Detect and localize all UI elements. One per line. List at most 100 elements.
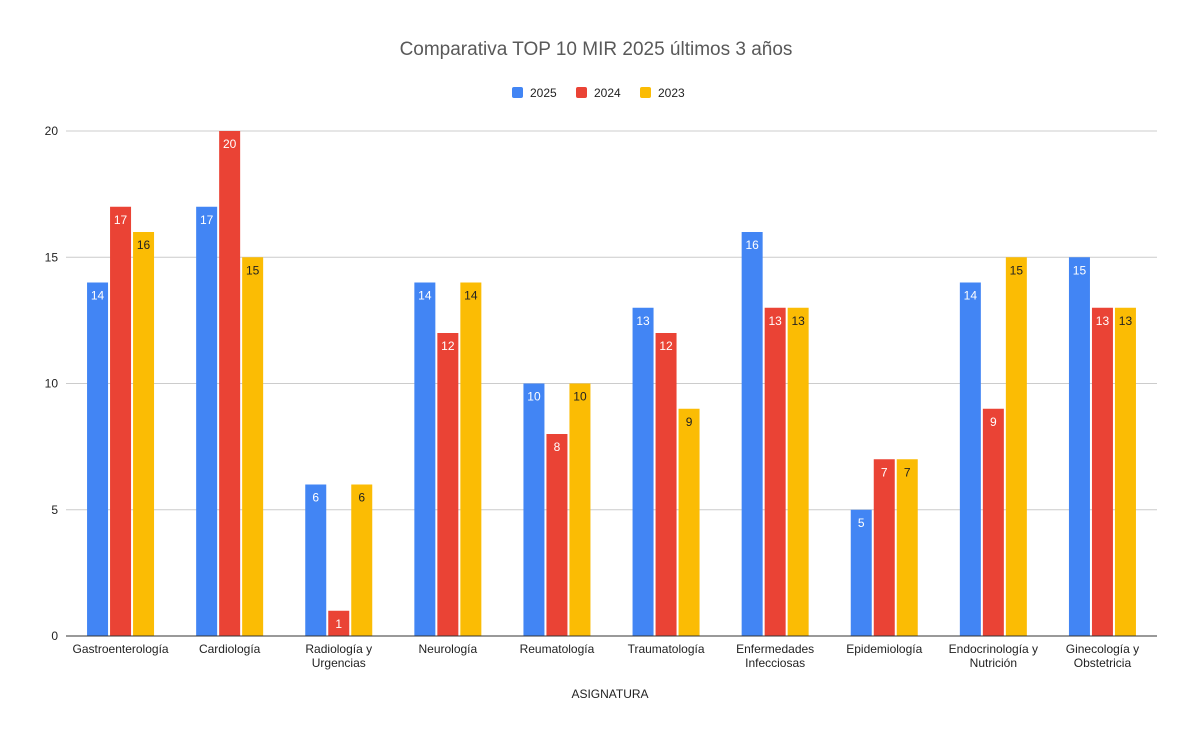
data-label: 10 (527, 390, 541, 404)
x-category-label-line: Epidemiología (846, 642, 922, 656)
bar (219, 131, 241, 636)
y-tick-label: 0 (51, 629, 58, 643)
legend-swatch (512, 87, 523, 98)
bar (896, 459, 918, 636)
x-category-label-line: Nutrición (970, 656, 1017, 670)
legend-swatch (640, 87, 651, 98)
data-label: 15 (1073, 263, 1087, 277)
chart-title: Comparativa TOP 10 MIR 2025 últimos 3 añ… (400, 39, 793, 60)
data-label: 12 (441, 339, 455, 353)
x-category-label: Cardiología (199, 642, 261, 656)
bar (437, 333, 459, 636)
x-category-label: Neurología (418, 642, 477, 656)
bar (87, 282, 109, 636)
bar (523, 383, 545, 636)
data-label: 13 (636, 314, 650, 328)
data-label: 12 (659, 339, 673, 353)
data-label: 15 (1010, 263, 1024, 277)
bar (678, 408, 700, 636)
data-label: 15 (246, 263, 260, 277)
data-label: 6 (312, 491, 319, 505)
x-category-label-line: Radiología y (305, 642, 372, 656)
x-axis-categories: Gastroenterología Cardiología Radiología y… (73, 642, 1140, 670)
data-label: 20 (223, 137, 237, 151)
bar (414, 282, 436, 636)
bar (787, 307, 809, 636)
x-category-label-line: Enfermedades (736, 642, 814, 656)
data-label: 7 (881, 465, 888, 479)
bar (655, 333, 677, 636)
x-category-label: Traumatología (628, 642, 705, 656)
x-category-label: Ginecología y Obstetricia (1066, 642, 1139, 670)
data-label: 9 (990, 415, 997, 429)
bar (196, 206, 218, 636)
data-label: 14 (418, 289, 432, 303)
x-category-label: Epidemiología (846, 642, 922, 656)
data-label: 6 (358, 491, 365, 505)
data-label: 16 (745, 238, 759, 252)
data-label: 16 (137, 238, 151, 252)
x-category-label-line: Ginecología y (1066, 642, 1139, 656)
x-category-label-line: Reumatología (520, 642, 595, 656)
x-category-label-line: Cardiología (199, 642, 261, 656)
bar (305, 484, 327, 636)
x-category-label: Reumatología (520, 642, 595, 656)
bar (1091, 307, 1113, 636)
legend-label: 2023 (658, 86, 685, 100)
data-label: 14 (964, 289, 978, 303)
x-category-label-line: Neurología (418, 642, 477, 656)
y-axis-ticks: 0 5 10 15 20 (45, 124, 59, 643)
bars (87, 131, 1136, 636)
y-tick-label: 20 (45, 124, 59, 138)
y-tick-label: 5 (51, 503, 58, 517)
x-category-label-line: Urgencias (312, 656, 366, 670)
x-category-label-line: Endocrinología y (949, 642, 1038, 656)
x-axis-title: ASIGNATURA (571, 687, 648, 701)
data-label: 8 (554, 440, 561, 454)
bar (982, 408, 1004, 636)
legend-swatch (576, 87, 587, 98)
bar (741, 232, 763, 636)
data-label: 17 (114, 213, 128, 227)
bar (1114, 307, 1136, 636)
bar (632, 307, 654, 636)
x-category-label: Enfermedades Infecciosas (736, 642, 814, 670)
bar (850, 509, 872, 636)
bar (1005, 257, 1027, 636)
bar (546, 434, 568, 636)
x-category-label-line: Obstetricia (1074, 656, 1132, 670)
bar (133, 232, 155, 636)
bar (873, 459, 895, 636)
data-label: 10 (573, 390, 587, 404)
bar (460, 282, 482, 636)
data-label: 14 (91, 289, 105, 303)
data-label: 13 (768, 314, 782, 328)
y-tick-label: 15 (45, 250, 59, 264)
y-tick-label: 10 (45, 377, 59, 391)
x-category-label: Gastroenterología (73, 642, 169, 656)
data-label: 5 (858, 516, 865, 530)
data-label: 7 (904, 465, 911, 479)
legend-label: 2024 (594, 86, 621, 100)
data-label: 9 (686, 415, 693, 429)
data-label: 13 (1096, 314, 1110, 328)
x-category-label-line: Gastroenterología (73, 642, 169, 656)
legend-label: 2025 (530, 86, 557, 100)
data-label: 13 (1119, 314, 1133, 328)
bar (242, 257, 264, 636)
bar (110, 206, 132, 636)
data-label: 13 (791, 314, 805, 328)
bar (569, 383, 591, 636)
x-category-label-line: Traumatología (628, 642, 705, 656)
data-label: 14 (464, 289, 478, 303)
bar (351, 484, 373, 636)
x-category-label: Radiología y Urgencias (305, 642, 372, 670)
bar (959, 282, 981, 636)
data-label: 17 (200, 213, 214, 227)
legend: 2025 2024 2023 (512, 86, 685, 100)
x-category-label-line: Infecciosas (745, 656, 805, 670)
bar (764, 307, 786, 636)
